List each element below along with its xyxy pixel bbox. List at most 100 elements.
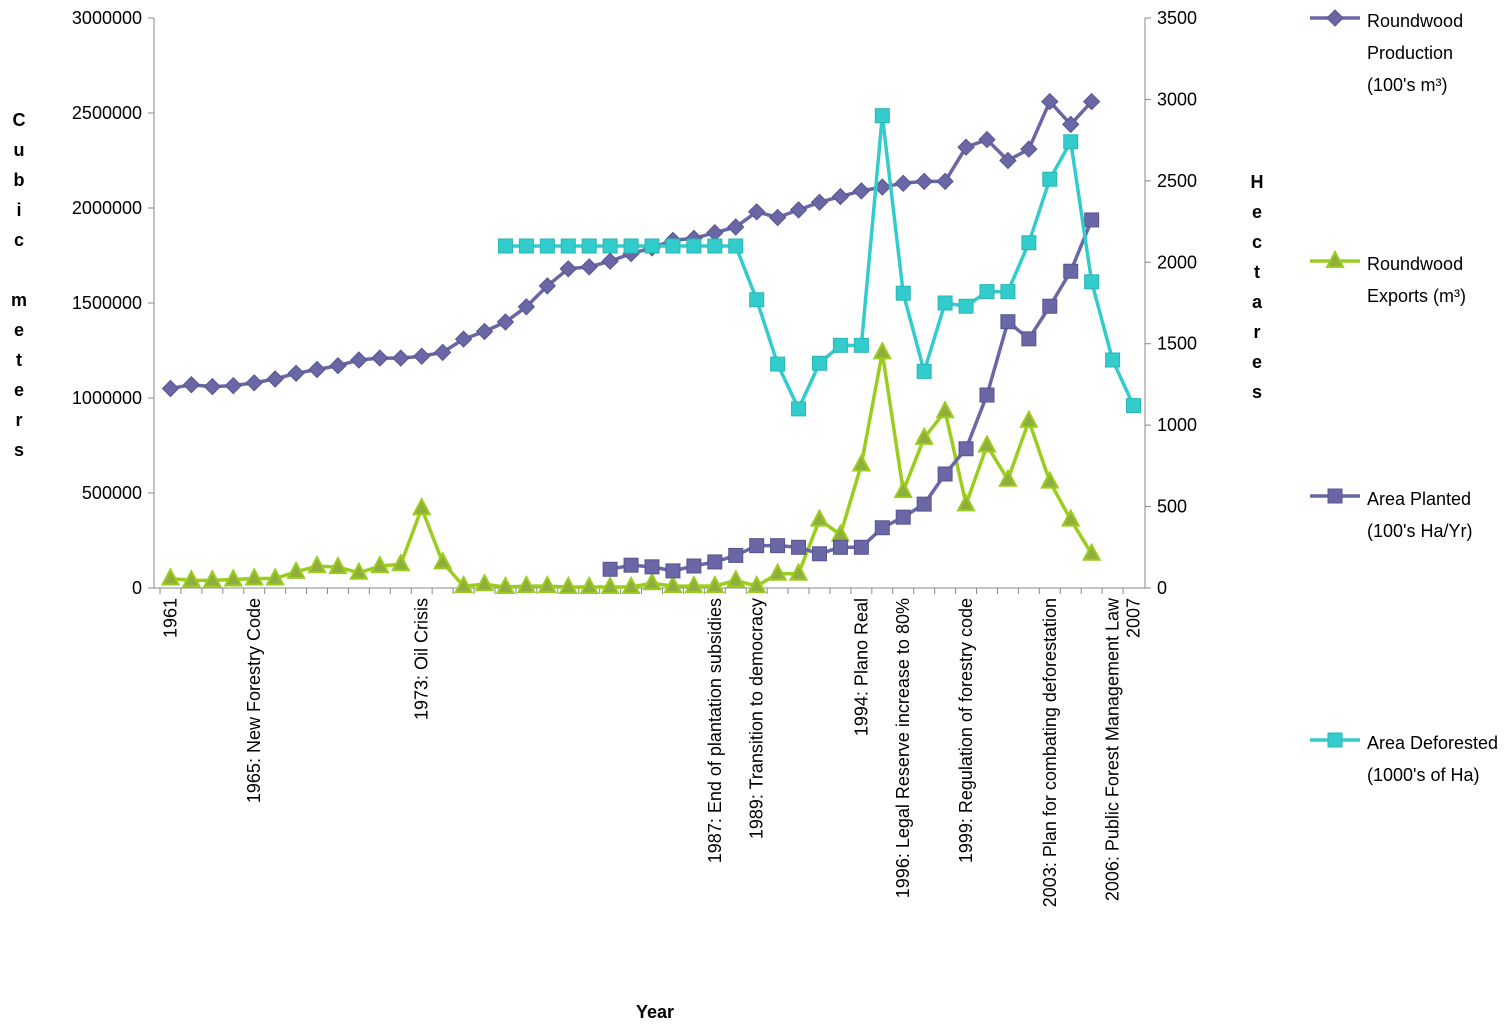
point-marker — [979, 284, 995, 300]
y2-tick-label: 3000 — [1157, 89, 1197, 109]
point-marker — [579, 575, 599, 595]
point-marker — [747, 203, 766, 221]
point-marker — [958, 441, 974, 457]
point-marker — [308, 360, 326, 379]
y2-tick-label: 2000 — [1157, 252, 1197, 272]
point-marker — [832, 337, 848, 353]
point-marker — [770, 538, 786, 554]
point-marker — [245, 374, 263, 392]
point-marker — [182, 375, 201, 394]
point-marker — [224, 376, 242, 395]
point-marker — [1084, 212, 1100, 228]
point-marker — [412, 497, 432, 516]
x-tick-label: 1965: New Forestry Code — [244, 598, 264, 803]
point-marker — [851, 453, 872, 472]
series-line — [609, 219, 1094, 573]
legend-symbol — [1310, 732, 1360, 748]
point-marker — [371, 349, 389, 367]
point-marker — [726, 569, 746, 588]
point-marker — [1327, 732, 1343, 748]
point-marker — [665, 563, 681, 579]
point-marker — [788, 562, 809, 581]
point-marker — [495, 575, 516, 595]
legend-symbol — [1310, 488, 1360, 504]
point-marker — [1021, 235, 1037, 251]
point-marker — [936, 172, 954, 191]
point-marker — [1042, 171, 1058, 187]
point-marker — [852, 182, 871, 200]
point-marker — [957, 138, 975, 156]
point-marker — [537, 574, 557, 594]
y-tick-label: 1000000 — [72, 388, 142, 408]
point-marker — [937, 466, 953, 482]
x-tick-label: 2007 — [1124, 598, 1144, 638]
point-marker — [560, 238, 576, 254]
point-marker — [935, 400, 955, 419]
point-marker — [1000, 314, 1016, 330]
point-marker — [1040, 470, 1060, 489]
point-marker — [915, 172, 933, 191]
point-marker — [895, 285, 911, 301]
point-marker — [728, 238, 744, 254]
point-marker — [706, 223, 724, 242]
point-marker — [810, 193, 829, 212]
y2-tick-label: 1000 — [1157, 415, 1197, 435]
point-marker — [581, 238, 597, 254]
x-axis-title: Year — [636, 1002, 674, 1022]
point-marker — [874, 520, 890, 536]
point-marker — [811, 355, 827, 371]
point-marker — [1061, 508, 1081, 527]
point-marker — [644, 238, 660, 254]
point-marker — [558, 575, 578, 595]
point-marker — [350, 351, 368, 369]
point-marker — [914, 426, 934, 445]
point-marker — [307, 555, 327, 574]
y2-tick-label: 2500 — [1157, 171, 1197, 191]
y-tick-label: 0 — [132, 578, 142, 598]
point-marker — [1082, 92, 1101, 111]
point-marker — [979, 387, 995, 403]
point-marker — [518, 238, 534, 254]
point-marker — [705, 574, 725, 594]
point-marker — [453, 574, 474, 594]
point-marker — [223, 568, 243, 587]
point-marker — [1020, 140, 1038, 158]
point-marker — [287, 364, 305, 383]
point-marker — [707, 238, 723, 254]
legend-symbol — [1310, 9, 1360, 27]
point-marker — [538, 277, 557, 295]
point-marker — [999, 151, 1017, 170]
point-marker — [768, 208, 787, 227]
x-tick-label: 1961 — [160, 598, 180, 638]
y2-tick-label: 3500 — [1157, 8, 1197, 28]
point-marker — [998, 468, 1018, 487]
point-marker — [916, 496, 932, 512]
y2-tick-label: 500 — [1157, 497, 1187, 517]
point-marker — [831, 187, 850, 206]
point-marker — [1019, 409, 1039, 428]
y-tick-label: 500000 — [82, 483, 142, 503]
point-marker — [1000, 284, 1016, 300]
point-marker — [412, 347, 431, 365]
point-marker — [266, 370, 284, 388]
point-marker — [811, 546, 827, 562]
point-marker — [1325, 249, 1345, 268]
point-marker — [1126, 398, 1142, 414]
point-marker — [1062, 115, 1080, 134]
point-marker — [202, 569, 223, 588]
point-marker — [433, 343, 452, 362]
point-marker — [497, 238, 513, 254]
point-marker — [749, 538, 765, 554]
point-marker — [872, 341, 892, 360]
point-marker — [602, 561, 618, 577]
point-marker — [580, 258, 598, 276]
legend-label: Area Planted (100's Ha/Yr) — [1367, 489, 1473, 541]
y-tick-label: 3000000 — [72, 8, 142, 28]
point-marker — [203, 377, 222, 396]
point-marker — [749, 292, 765, 308]
point-marker — [977, 434, 997, 453]
point-marker — [707, 554, 723, 570]
point-marker — [791, 401, 807, 417]
point-marker — [602, 238, 618, 254]
point-marker — [747, 574, 767, 594]
